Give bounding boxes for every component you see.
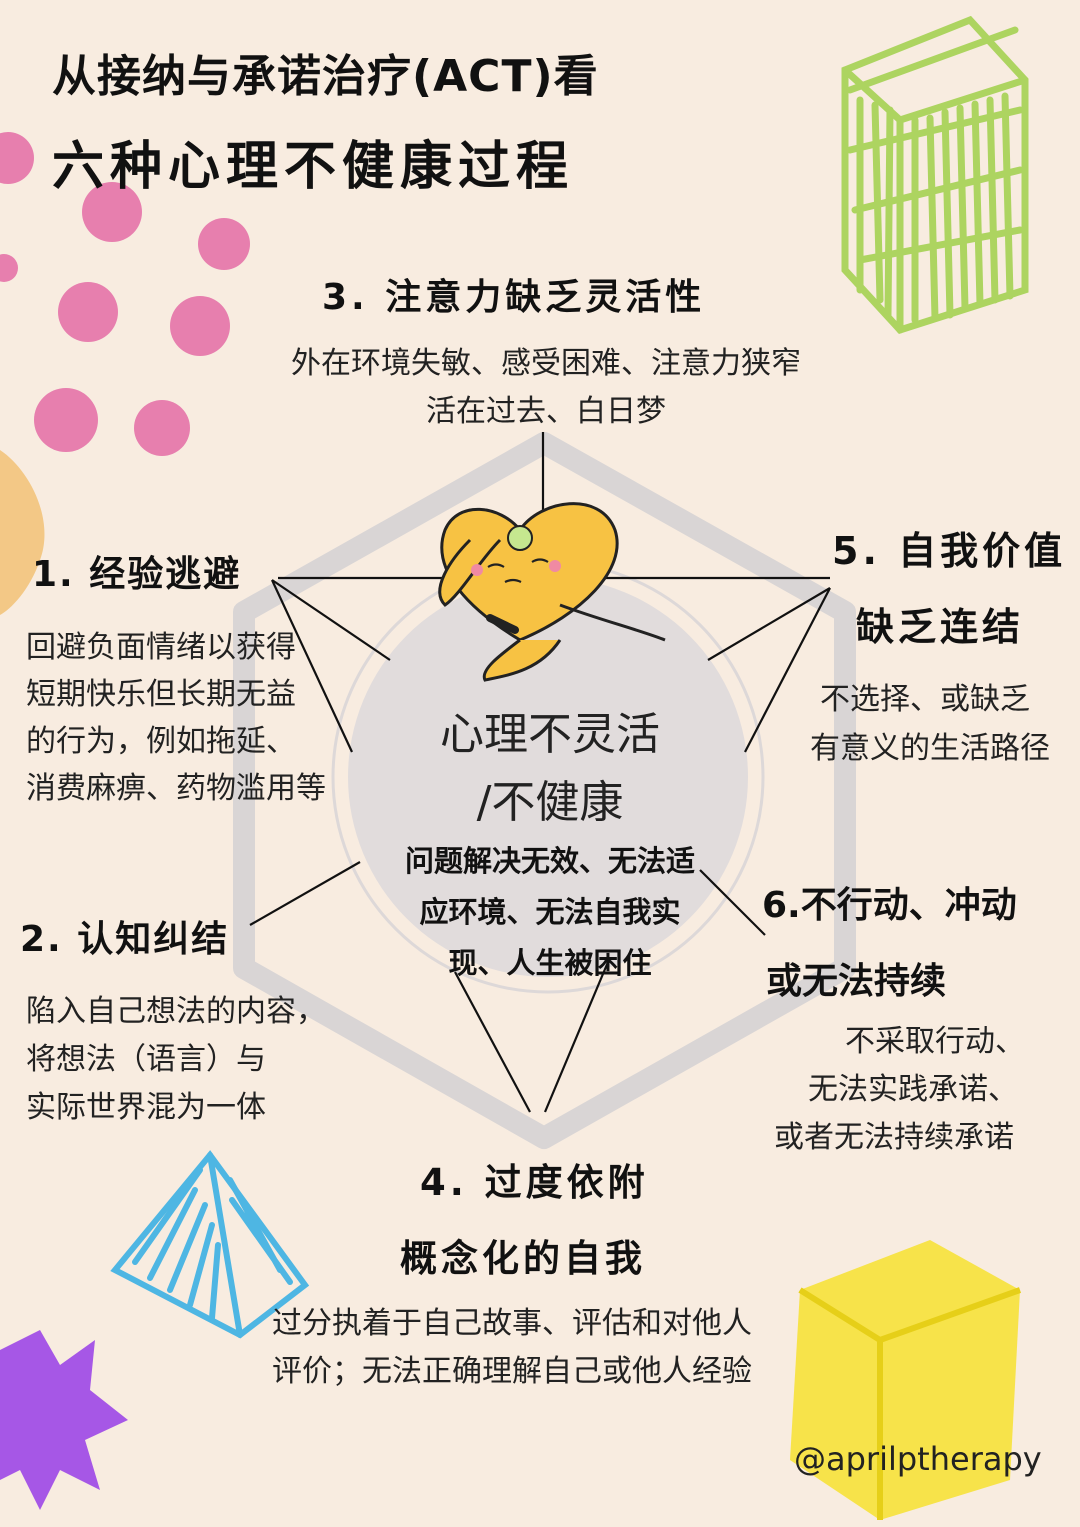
process-5-title-line2: 缺乏连结 [856,605,1025,649]
center-desc-line3: 现、人生被困住 [448,946,652,980]
heart-character-illustration [438,502,666,682]
process-3-title: 3. 注意力缺乏灵活性 [322,277,706,318]
process-1-desc-line2: 短期快乐但长期无益 [26,677,296,712]
process-6-title-line2: 或无法持续 [766,961,947,1002]
process-5-desc-line2: 有意义的生活路径 [810,731,1050,766]
page-title-line2: 六种心理不健康过程 [52,137,575,197]
process-4-title-line2: 概念化的自我 [400,1237,646,1280]
process-4-title-line1: 4. 过度依附 [420,1161,649,1204]
process-1-desc-line3: 的行为，例如拖延、 [26,724,296,759]
process-5-desc-line1: 不选择、或缺乏 [820,682,1030,717]
center-desc-line1: 问题解决无效、无法适 [404,844,695,878]
process-1-title: 1. 经验逃避 [32,554,242,595]
process-4-desc-line2: 评价；无法正确理解自己或他人经验 [272,1354,752,1389]
orange-scribble-decoration [0,450,45,615]
process-6-desc-line3: 或者无法持续承诺 [774,1120,1014,1155]
process-2-title: 2. 认知纠结 [20,919,230,960]
author-handle: @aprilptherapy [794,1440,1042,1478]
purple-star-decoration [0,1330,128,1510]
process-6-desc-line2: 无法实践承诺、 [808,1072,1018,1107]
process-5-title-line1: 5. 自我价值 [832,529,1067,573]
center-desc-line2: 应环境、无法自我实 [419,895,681,929]
center-title-line2: /不健康 [476,777,624,828]
process-2-desc-line2: 将想法（语言）与 [26,1042,266,1077]
process-2-desc-line1: 陷入自己想法的内容， [26,994,326,1029]
center-title-line1: 心理不灵活 [440,709,660,760]
process-6-desc-line1: 不采取行动、 [845,1024,1025,1059]
blue-pyramid-decoration [110,1150,310,1339]
process-3-desc-line1: 外在环境失敏、感受困难、注意力狭窄 [291,346,801,381]
pink-dots-decoration [0,132,250,456]
center-circle [348,577,748,977]
yellow-cube-decoration [790,1240,1022,1520]
process-2-desc-line3: 实际世界混为一体 [26,1090,266,1125]
process-1-desc-line4: 消费麻痹、药物滥用等 [26,771,326,806]
green-box-decoration [841,15,1029,335]
process-6-title-line1: 6.不行动、冲动 [762,885,1017,926]
page-title-line1: 从接纳与承诺治疗(ACT)看 [52,51,599,102]
process-3-desc-line2: 活在过去、白日梦 [426,394,666,429]
process-1-desc-line1: 回避负面情绪以获得 [26,630,296,665]
hexagon-frame [233,432,856,1149]
process-4-desc-line1: 过分执着于自己故事、评估和对他人 [272,1306,752,1341]
